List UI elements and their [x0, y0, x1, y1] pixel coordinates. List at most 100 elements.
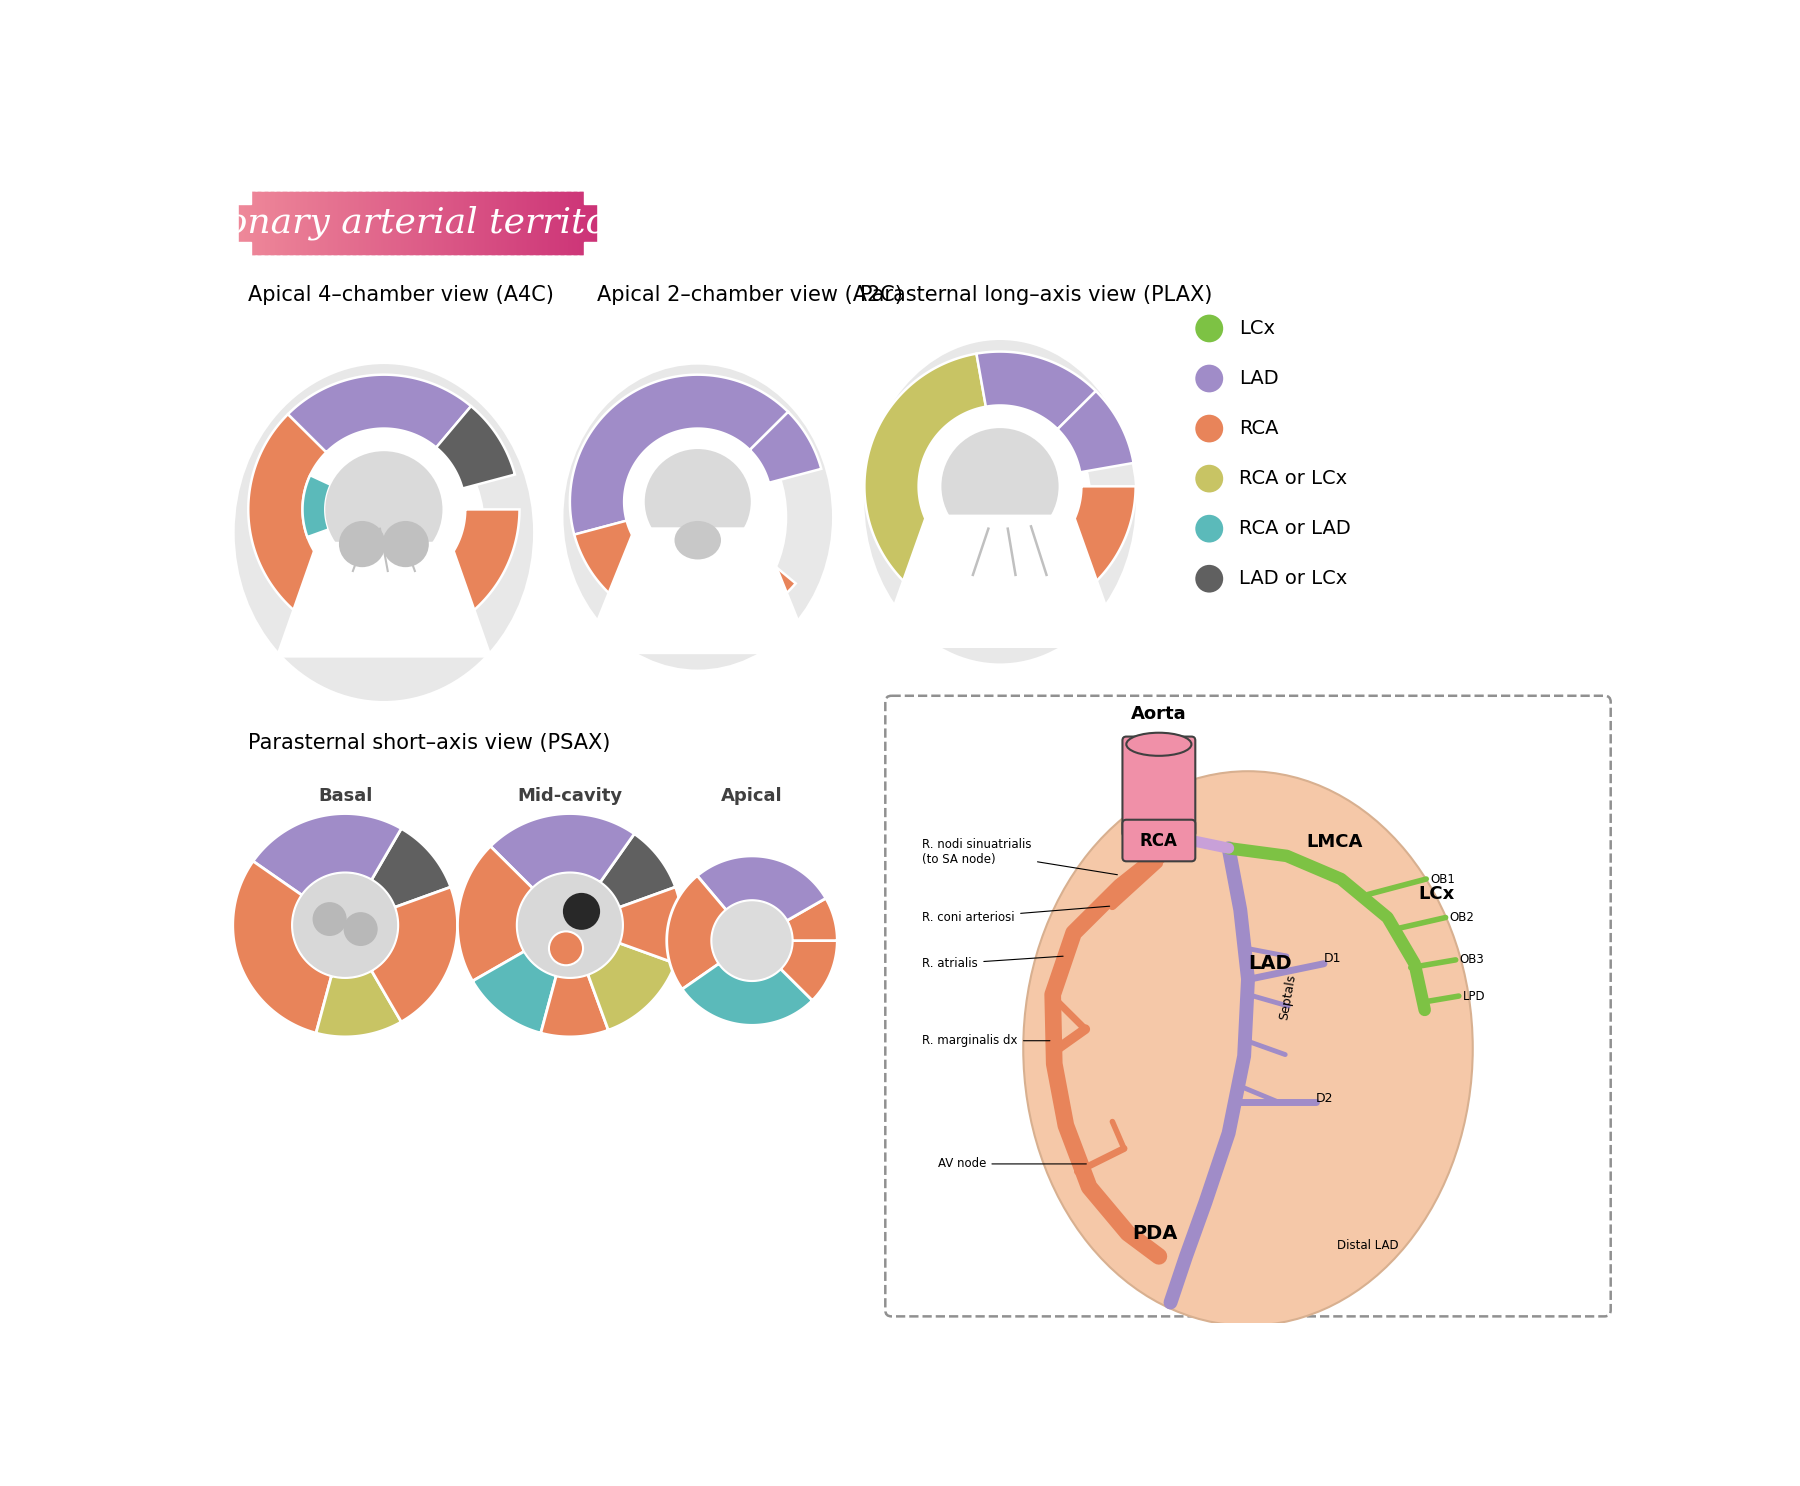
Bar	[428, 192, 430, 254]
Bar	[481, 192, 482, 254]
Bar	[398, 192, 400, 254]
Bar	[500, 192, 502, 254]
Bar	[347, 192, 349, 254]
Bar	[459, 192, 461, 254]
Bar	[495, 192, 497, 254]
Bar	[506, 192, 508, 254]
Bar	[268, 192, 270, 254]
Bar	[257, 192, 259, 254]
Bar	[319, 192, 320, 254]
Ellipse shape	[608, 409, 787, 626]
Bar	[441, 192, 443, 254]
Polygon shape	[1035, 486, 1136, 608]
Bar	[583, 181, 607, 204]
Bar	[329, 192, 331, 254]
Bar	[333, 192, 335, 254]
Bar	[436, 192, 437, 254]
Bar	[358, 192, 360, 254]
Bar	[475, 192, 477, 254]
Bar	[389, 192, 391, 254]
Bar	[367, 192, 369, 254]
Bar	[407, 192, 409, 254]
Bar	[407, 192, 410, 254]
Bar	[569, 192, 571, 254]
Circle shape	[517, 872, 623, 978]
Polygon shape	[371, 887, 457, 1022]
Bar	[477, 192, 479, 254]
Bar	[270, 192, 272, 254]
Polygon shape	[232, 862, 331, 1033]
Bar	[328, 192, 329, 254]
Bar	[346, 192, 347, 254]
Bar	[491, 192, 493, 254]
Bar	[502, 192, 504, 254]
Bar	[374, 192, 376, 254]
Bar	[464, 192, 466, 254]
Polygon shape	[490, 813, 634, 889]
Text: D1: D1	[1325, 953, 1341, 966]
Bar	[335, 192, 337, 254]
Text: R. coni arteriosi: R. coni arteriosi	[922, 906, 1109, 924]
Bar	[391, 192, 392, 254]
Circle shape	[1195, 465, 1224, 492]
Bar	[284, 192, 288, 254]
Bar	[382, 192, 383, 254]
Text: D2: D2	[1316, 1092, 1334, 1106]
Polygon shape	[1058, 391, 1134, 473]
Text: OB2: OB2	[1449, 911, 1474, 924]
Bar	[499, 192, 500, 254]
Bar	[391, 192, 392, 254]
Bar	[310, 192, 311, 254]
Bar	[482, 192, 484, 254]
Bar	[284, 192, 286, 254]
Ellipse shape	[283, 412, 486, 654]
Text: LPD: LPD	[1463, 990, 1485, 1003]
Bar	[488, 192, 490, 254]
Bar	[524, 192, 526, 254]
Bar	[351, 192, 353, 254]
Bar	[517, 192, 518, 254]
Text: Apical 2–chamber view (A2C): Apical 2–chamber view (A2C)	[598, 285, 904, 305]
Bar	[587, 192, 589, 254]
Bar	[517, 192, 518, 254]
Bar	[286, 192, 288, 254]
Bar	[468, 192, 470, 254]
Circle shape	[563, 893, 599, 930]
Polygon shape	[666, 875, 725, 990]
Bar	[583, 242, 607, 266]
Bar	[373, 192, 374, 254]
Bar	[446, 192, 448, 254]
Bar	[315, 192, 317, 254]
Bar	[587, 192, 589, 254]
Text: LCx: LCx	[1418, 886, 1454, 903]
Bar	[302, 192, 304, 254]
Bar	[419, 192, 421, 254]
Bar	[425, 192, 427, 254]
Bar	[578, 192, 580, 254]
Bar	[292, 192, 295, 254]
Bar	[371, 192, 373, 254]
Bar	[592, 192, 596, 254]
Bar	[245, 192, 247, 254]
Bar	[304, 192, 306, 254]
FancyBboxPatch shape	[886, 695, 1611, 1317]
Bar	[295, 192, 297, 254]
Bar	[265, 192, 266, 254]
Bar	[241, 192, 243, 254]
Polygon shape	[878, 514, 1121, 648]
Circle shape	[313, 902, 347, 936]
Bar	[590, 192, 592, 254]
Bar	[295, 192, 299, 254]
Bar	[536, 192, 540, 254]
Text: R. nodi sinuatrialis
(to SA node): R. nodi sinuatrialis (to SA node)	[922, 838, 1118, 875]
Text: LCx: LCx	[1238, 319, 1274, 337]
Bar	[540, 192, 544, 254]
Bar	[369, 192, 371, 254]
Bar	[247, 192, 248, 254]
Bar	[558, 192, 560, 254]
Bar	[317, 192, 319, 254]
Bar	[306, 192, 308, 254]
Polygon shape	[599, 834, 675, 908]
Bar	[533, 192, 536, 254]
Bar	[583, 192, 585, 254]
